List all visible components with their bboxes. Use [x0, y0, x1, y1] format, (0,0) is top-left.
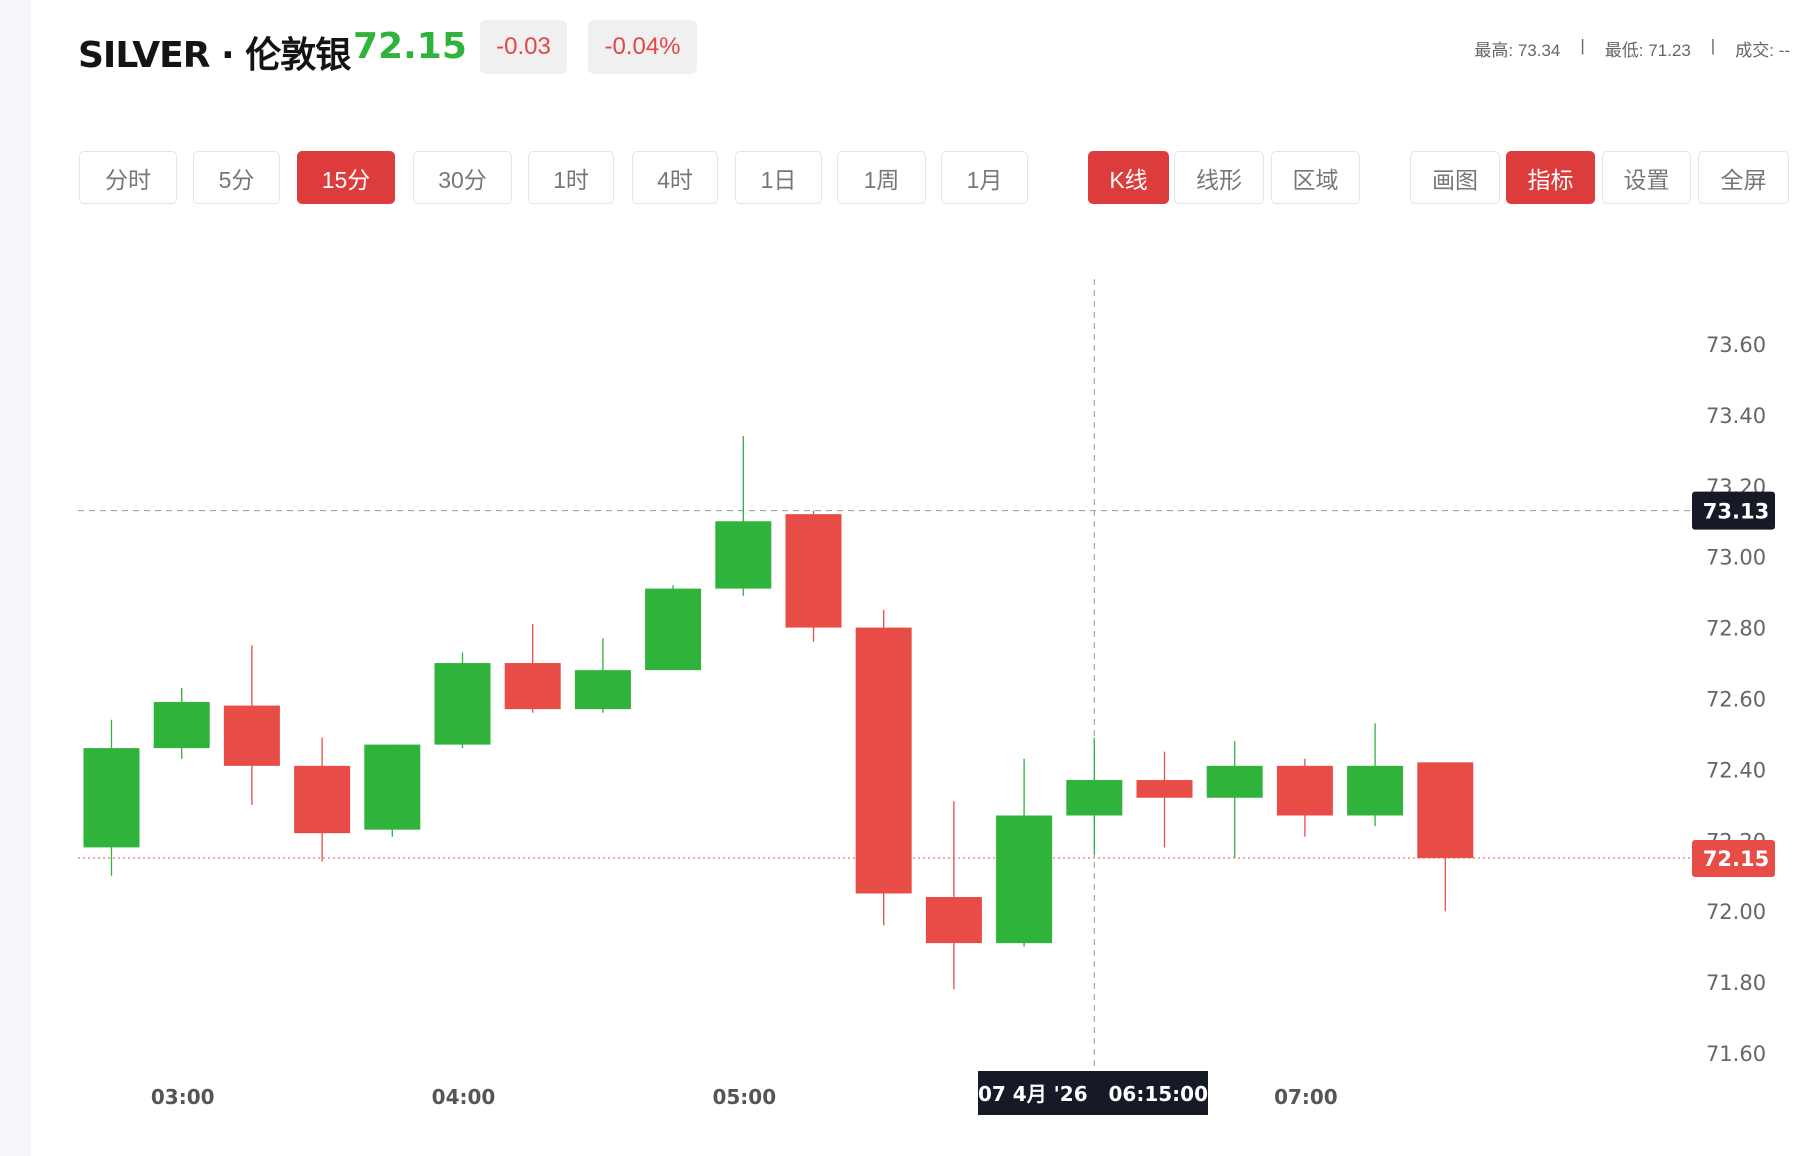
periods-button[interactable]: 1月: [941, 151, 1028, 204]
crosshair-price-label-bg: [1692, 491, 1775, 530]
candle: [996, 758, 1053, 947]
periods-button[interactable]: 1周: [837, 151, 926, 204]
candle: [1206, 741, 1263, 859]
candle-body: [715, 521, 772, 589]
instrument-title: SILVER · 伦敦银: [78, 35, 351, 76]
y-tick-label: 73.40: [1706, 404, 1766, 428]
candle-body: [1206, 765, 1263, 798]
stats-bar: 最高: 73.34 | 最低: 71.23 | 成交: --: [1474, 36, 1790, 61]
periods-button[interactable]: 30分: [413, 151, 512, 204]
candle: [1347, 723, 1404, 827]
candle: [925, 801, 982, 990]
candle: [434, 652, 491, 749]
tools-button[interactable]: 设置: [1602, 151, 1691, 204]
periods-button[interactable]: 1日: [735, 151, 822, 204]
candle-body: [504, 663, 561, 710]
candle: [504, 624, 561, 713]
last-price-label: 72.15: [1703, 847, 1769, 871]
y-tick-label: 72.80: [1706, 617, 1766, 641]
candle: [574, 638, 631, 713]
candle-body: [925, 897, 982, 944]
candle: [1276, 758, 1333, 837]
x-tick-label: 07:00: [1274, 1085, 1338, 1109]
change-badge: -0.03: [480, 20, 567, 74]
periods-button[interactable]: 1时: [528, 151, 614, 204]
y-tick-label: 73.00: [1706, 546, 1766, 570]
stat-low: 最低: 71.23: [1604, 41, 1691, 60]
candle: [223, 645, 280, 805]
candle: [1066, 737, 1123, 855]
candle: [1136, 751, 1193, 848]
stat-volume: 成交: --: [1735, 41, 1790, 60]
tools-button[interactable]: 画图: [1410, 151, 1500, 204]
crosshair-price-label: 73.13: [1703, 500, 1769, 524]
candle: [855, 609, 912, 926]
y-tick-label: 71.60: [1706, 1042, 1766, 1066]
tools-button[interactable]: 全屏: [1698, 151, 1789, 204]
candle: [294, 737, 351, 862]
candle-body: [574, 670, 631, 710]
change-pct-badge: -0.04%: [588, 20, 697, 74]
candle-body: [785, 514, 842, 628]
candle-body: [1417, 762, 1474, 859]
x-tick-label: 04:00: [432, 1085, 496, 1109]
x-tick-label: 05:00: [712, 1085, 776, 1109]
candle-body: [1276, 765, 1333, 816]
stat-separator: |: [1710, 36, 1716, 55]
periods-button[interactable]: 4时: [632, 151, 718, 204]
y-tick-label: 72.40: [1706, 758, 1766, 782]
candle-body: [83, 748, 140, 848]
candle: [1417, 762, 1474, 912]
chart-types-button[interactable]: K线: [1088, 151, 1169, 204]
candle-body: [294, 765, 351, 834]
periods-button[interactable]: 分时: [79, 151, 177, 204]
stat-separator: |: [1580, 36, 1585, 55]
candle-body: [855, 627, 912, 894]
candle-body: [153, 702, 210, 749]
candle: [83, 719, 140, 876]
candle-body: [1347, 765, 1404, 816]
candle-body: [364, 744, 421, 830]
candle: [645, 585, 702, 671]
last-price: 72.15: [353, 26, 467, 67]
stat-high: 最高: 73.34: [1474, 41, 1561, 60]
candle-body: [1066, 780, 1123, 816]
candle-body: [434, 663, 491, 745]
y-tick-label: 72.60: [1706, 688, 1766, 712]
candle-body: [645, 588, 702, 671]
tools-button[interactable]: 指标: [1506, 151, 1595, 204]
y-tick-label: 72.00: [1706, 900, 1766, 924]
left-sidebar-strip: [0, 0, 31, 1156]
periods-button[interactable]: 15分: [297, 151, 395, 204]
crosshair-time-label: 07 4月 '26 06:15:00: [978, 1082, 1208, 1106]
candle: [785, 510, 842, 642]
chart-types-button[interactable]: 区域: [1271, 151, 1360, 204]
candle: [715, 436, 772, 596]
periods-button[interactable]: 5分: [193, 151, 280, 204]
candle: [364, 744, 421, 837]
last-price-label-bg: [1692, 840, 1775, 878]
candle-body: [1136, 780, 1193, 798]
x-tick-label: 03:00: [151, 1085, 215, 1109]
crosshair-time-label-bg: [978, 1071, 1208, 1115]
y-tick-label: 71.80: [1706, 971, 1766, 995]
candle-body: [223, 705, 280, 766]
candle-body: [996, 815, 1053, 944]
y-tick-label: 73.60: [1706, 333, 1766, 357]
candle: [153, 687, 210, 759]
chart-types-button[interactable]: 线形: [1174, 151, 1264, 204]
